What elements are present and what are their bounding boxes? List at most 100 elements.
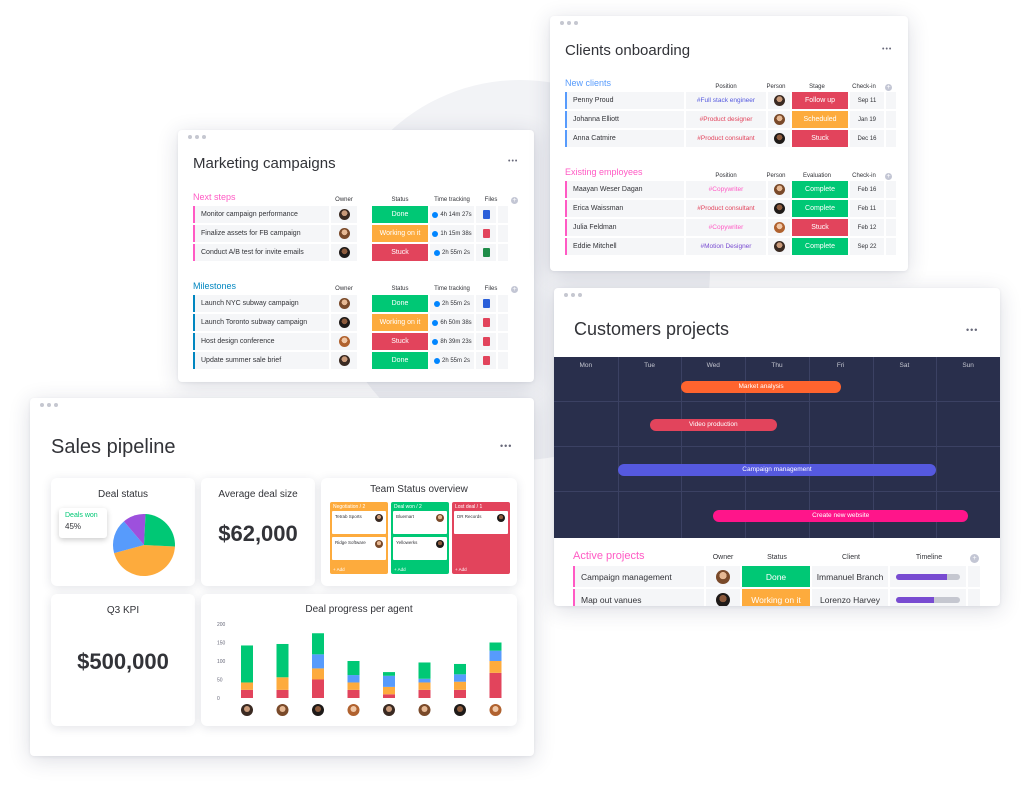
position-tag[interactable]: #Product consultant bbox=[686, 130, 766, 147]
table-row[interactable]: Conduct A/B test for invite emails Stuck 2… bbox=[193, 244, 508, 261]
kanban-column[interactable]: Deal won / 2 Bluemart Yellowerks + Add bbox=[391, 502, 449, 574]
owner-cell[interactable] bbox=[706, 589, 740, 606]
group-title[interactable]: Existing employees bbox=[565, 167, 643, 177]
status-cell[interactable]: Done bbox=[742, 566, 810, 587]
project-name[interactable]: Campaign management bbox=[573, 566, 704, 587]
time-tracking-cell[interactable]: 8h 39m 23s bbox=[430, 333, 474, 350]
files-cell[interactable] bbox=[476, 225, 496, 242]
table-row[interactable]: Julia Feldman #Copywriter Stuck Feb 12 bbox=[565, 219, 896, 236]
add-column-icon[interactable]: + bbox=[511, 197, 518, 204]
team-status-widget[interactable]: Team Status overview Negotiation / 2 Tetr… bbox=[321, 478, 517, 586]
bar-segment[interactable] bbox=[383, 694, 395, 698]
stage-cell[interactable]: Complete bbox=[792, 181, 848, 198]
stage-cell[interactable]: Scheduled bbox=[792, 111, 848, 128]
person-cell[interactable] bbox=[768, 92, 790, 109]
person-cell[interactable] bbox=[768, 238, 790, 255]
bar-segment[interactable] bbox=[312, 633, 324, 655]
checkin-date[interactable]: Feb 11 bbox=[850, 200, 884, 217]
play-icon[interactable] bbox=[432, 319, 439, 326]
more-icon[interactable]: ••• bbox=[966, 325, 979, 335]
group-title[interactable]: Milestones bbox=[193, 281, 237, 291]
checkin-date[interactable]: Feb 12 bbox=[850, 219, 884, 236]
clients-onboarding-board[interactable]: Clients onboarding ••• New clients Positi… bbox=[550, 16, 908, 271]
client-name[interactable]: Erica Waissman bbox=[565, 200, 684, 217]
status-cell[interactable]: Stuck bbox=[372, 244, 428, 261]
deal-status-widget[interactable]: Deal status Deals won 45% bbox=[51, 478, 195, 586]
kanban-card[interactable]: Bluemart bbox=[393, 511, 447, 534]
group-title[interactable]: Next steps bbox=[193, 192, 236, 202]
play-icon[interactable] bbox=[433, 300, 440, 307]
kanban-card[interactable]: Tetrab Sports bbox=[332, 511, 386, 534]
owner-cell[interactable] bbox=[331, 333, 357, 350]
stage-cell[interactable]: Follow up bbox=[792, 92, 848, 109]
table-row[interactable]: Monitor campaign performance Done 4h 14m 2… bbox=[193, 206, 508, 223]
person-cell[interactable] bbox=[768, 181, 790, 198]
deal-progress-widget[interactable]: Deal progress per agent 200 150 100 50 0 bbox=[201, 594, 517, 726]
status-cell[interactable]: Done bbox=[372, 352, 428, 369]
owner-cell[interactable] bbox=[331, 352, 357, 369]
owner-cell[interactable] bbox=[706, 566, 740, 587]
bar-segment[interactable] bbox=[454, 663, 466, 675]
customers-projects-board[interactable]: Customers projects ••• Mon Tue Wed Thu Fri Sa… bbox=[554, 288, 1000, 606]
bar-segment[interactable] bbox=[418, 689, 431, 698]
bar-segment[interactable] bbox=[489, 650, 502, 661]
checkin-date[interactable]: Jan 19 bbox=[850, 111, 884, 128]
kanban-add[interactable]: + Add bbox=[394, 567, 406, 572]
bar-segment[interactable] bbox=[454, 681, 466, 690]
position-tag[interactable]: #Copywriter bbox=[686, 181, 766, 198]
pie-slice[interactable] bbox=[123, 514, 146, 545]
more-icon[interactable]: ••• bbox=[508, 158, 519, 165]
file-icon[interactable] bbox=[482, 356, 490, 365]
status-cell[interactable]: Working on it bbox=[372, 225, 428, 242]
gantt-bar[interactable]: Create new website bbox=[713, 510, 969, 522]
files-cell[interactable] bbox=[476, 352, 496, 369]
table-row[interactable]: Update summer sale brief Done 2h 55m 2s bbox=[193, 352, 508, 369]
bar-segment[interactable] bbox=[347, 675, 360, 683]
file-icon[interactable] bbox=[482, 299, 490, 308]
bar-segment[interactable] bbox=[418, 678, 431, 683]
bar-segment[interactable] bbox=[489, 642, 502, 651]
play-icon[interactable] bbox=[432, 230, 439, 237]
client-name[interactable]: Julia Feldman bbox=[565, 219, 684, 236]
person-cell[interactable] bbox=[768, 219, 790, 236]
stage-cell[interactable]: Complete bbox=[792, 238, 848, 255]
time-tracking-cell[interactable]: 4h 14m 27s bbox=[430, 206, 474, 223]
kanban-column[interactable]: Negotiation / 2 Tetrab Sports Ridge Softwa… bbox=[330, 502, 388, 574]
file-icon[interactable] bbox=[482, 337, 490, 346]
owner-cell[interactable] bbox=[331, 225, 357, 242]
kanban-card[interactable]: DR Records bbox=[454, 511, 508, 534]
table-row[interactable]: Penny Proud #Full stack engineer Follow up… bbox=[565, 92, 896, 109]
table-row[interactable]: Eddie Mitchell #Motion Designer Complete Se… bbox=[565, 238, 896, 255]
bar-segment[interactable] bbox=[312, 668, 324, 680]
checkin-date[interactable]: Feb 16 bbox=[850, 181, 884, 198]
item-name[interactable]: Launch Toronto subway campaign bbox=[193, 314, 329, 331]
item-name[interactable]: Launch NYC subway campaign bbox=[193, 295, 329, 312]
bar-segment[interactable] bbox=[241, 689, 253, 698]
kanban-add[interactable]: + Add bbox=[333, 567, 345, 572]
checkin-date[interactable]: Sep 22 bbox=[850, 238, 884, 255]
client-cell[interactable]: Lorenzo Harvey bbox=[812, 589, 888, 606]
table-row[interactable]: Map out vanues Working on it Lorenzo Harve… bbox=[573, 589, 980, 606]
time-tracking-cell[interactable]: 2h 55m 2s bbox=[430, 352, 474, 369]
owner-cell[interactable] bbox=[331, 206, 357, 223]
bar-segment[interactable] bbox=[276, 677, 289, 690]
timeline-cell[interactable] bbox=[890, 566, 966, 587]
client-cell[interactable]: Immanuel Branch bbox=[812, 566, 888, 587]
table-row[interactable]: Launch NYC subway campaign Done 2h 55m 2s bbox=[193, 295, 508, 312]
timeline-cell[interactable] bbox=[890, 589, 966, 606]
kanban-card[interactable]: Ridge Software bbox=[332, 537, 386, 560]
client-name[interactable]: Eddie Mitchell bbox=[565, 238, 684, 255]
file-icon[interactable] bbox=[482, 210, 490, 219]
play-icon[interactable] bbox=[432, 211, 439, 218]
play-icon[interactable] bbox=[433, 357, 440, 364]
group-title[interactable]: New clients bbox=[565, 78, 612, 88]
average-deal-widget[interactable]: Average deal size $62,000 bbox=[201, 478, 315, 586]
item-name[interactable]: Host design conference bbox=[193, 333, 329, 350]
kpi-widget[interactable]: Q3 KPI $500,000 bbox=[51, 594, 195, 726]
checkin-date[interactable]: Dec 16 bbox=[850, 130, 884, 147]
time-tracking-cell[interactable]: 1h 15m 38s bbox=[430, 225, 474, 242]
table-row[interactable]: Anna Catmire #Product consultant Stuck Dec … bbox=[565, 130, 896, 147]
gantt-bar[interactable]: Campaign management bbox=[617, 464, 937, 476]
file-icon[interactable] bbox=[482, 248, 490, 257]
client-name[interactable]: Penny Proud bbox=[565, 92, 684, 109]
